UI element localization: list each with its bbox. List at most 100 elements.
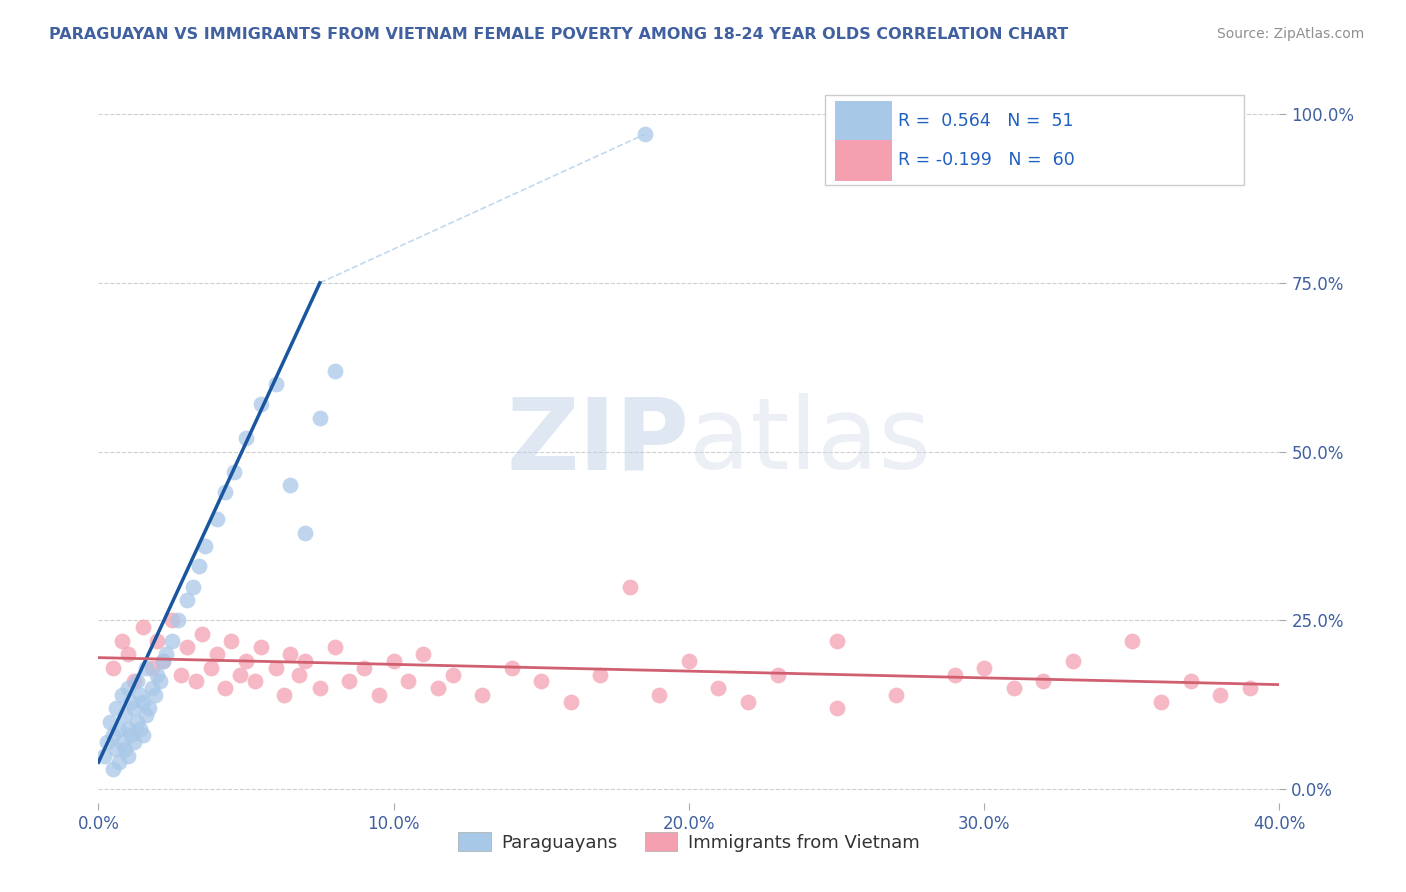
Point	[132, 694, 155, 708]
Point	[122, 735, 145, 749]
Point	[176, 593, 198, 607]
FancyBboxPatch shape	[835, 101, 891, 143]
Point	[288, 667, 311, 681]
Point	[1209, 688, 1232, 702]
Legend: Paraguayans, Immigrants from Vietnam: Paraguayans, Immigrants from Vietnam	[451, 825, 927, 859]
Point	[1150, 694, 1173, 708]
Point	[170, 667, 193, 681]
Point	[138, 701, 160, 715]
Point	[146, 667, 169, 681]
FancyBboxPatch shape	[835, 139, 891, 181]
Point	[412, 647, 434, 661]
Point	[93, 748, 115, 763]
Point	[103, 728, 125, 742]
Point	[122, 701, 145, 715]
Point	[353, 661, 375, 675]
Point	[707, 681, 730, 695]
Point	[205, 512, 228, 526]
Point	[441, 667, 464, 681]
FancyBboxPatch shape	[825, 95, 1244, 185]
Point	[264, 661, 287, 675]
Point	[146, 633, 169, 648]
Point	[117, 681, 139, 695]
Point	[111, 735, 134, 749]
Point	[152, 654, 174, 668]
Point	[149, 674, 172, 689]
Point	[105, 701, 128, 715]
Point	[825, 701, 848, 715]
Point	[943, 667, 966, 681]
Text: R = -0.199   N =  60: R = -0.199 N = 60	[898, 151, 1074, 169]
Point	[766, 667, 789, 681]
Point	[678, 654, 700, 668]
Point	[229, 667, 252, 681]
Point	[294, 654, 316, 668]
Point	[111, 688, 134, 702]
Point	[273, 688, 295, 702]
Point	[114, 708, 136, 723]
Point	[105, 741, 128, 756]
Point	[250, 397, 273, 411]
Point	[200, 661, 222, 675]
Point	[132, 620, 155, 634]
Point	[368, 688, 391, 702]
Point	[187, 559, 209, 574]
Point	[973, 661, 995, 675]
Point	[98, 714, 121, 729]
Point	[501, 661, 523, 675]
Point	[205, 647, 228, 661]
Point	[243, 674, 266, 689]
Point	[135, 661, 157, 675]
Point	[120, 728, 142, 742]
Point	[162, 614, 183, 628]
Point	[125, 674, 148, 689]
Point	[1032, 674, 1054, 689]
Point	[122, 674, 145, 689]
Text: PARAGUAYAN VS IMMIGRANTS FROM VIETNAM FEMALE POVERTY AMONG 18-24 YEAR OLDS CORRE: PARAGUAYAN VS IMMIGRANTS FROM VIETNAM FE…	[49, 27, 1069, 42]
Point	[589, 667, 612, 681]
Point	[884, 688, 907, 702]
Point	[1062, 654, 1084, 668]
Point	[323, 364, 346, 378]
Point	[221, 633, 243, 648]
Point	[111, 633, 134, 648]
Point	[128, 722, 150, 736]
Point	[1002, 681, 1025, 695]
Text: Source: ZipAtlas.com: Source: ZipAtlas.com	[1216, 27, 1364, 41]
Point	[114, 741, 136, 756]
Point	[120, 694, 142, 708]
Point	[191, 627, 214, 641]
Point	[135, 708, 157, 723]
Text: ZIP: ZIP	[506, 393, 689, 490]
Point	[214, 485, 236, 500]
Point	[825, 633, 848, 648]
Point	[117, 748, 139, 763]
Point	[309, 411, 332, 425]
Point	[294, 525, 316, 540]
Point	[103, 661, 125, 675]
Point	[648, 688, 671, 702]
Point	[162, 633, 183, 648]
Point	[309, 681, 332, 695]
Text: atlas: atlas	[689, 393, 931, 490]
Point	[339, 674, 361, 689]
Point	[152, 654, 174, 668]
Point	[132, 728, 155, 742]
Point	[224, 465, 246, 479]
Point	[176, 640, 198, 655]
Point	[108, 722, 131, 736]
Point	[530, 674, 553, 689]
Text: R =  0.564   N =  51: R = 0.564 N = 51	[898, 112, 1074, 130]
Point	[108, 756, 131, 770]
Point	[167, 614, 190, 628]
Point	[184, 674, 207, 689]
Point	[214, 681, 236, 695]
Point	[235, 654, 257, 668]
Point	[128, 688, 150, 702]
Point	[143, 688, 166, 702]
Point	[141, 661, 163, 675]
Point	[471, 688, 494, 702]
Point	[280, 647, 302, 661]
Point	[117, 722, 139, 736]
Point	[1180, 674, 1202, 689]
